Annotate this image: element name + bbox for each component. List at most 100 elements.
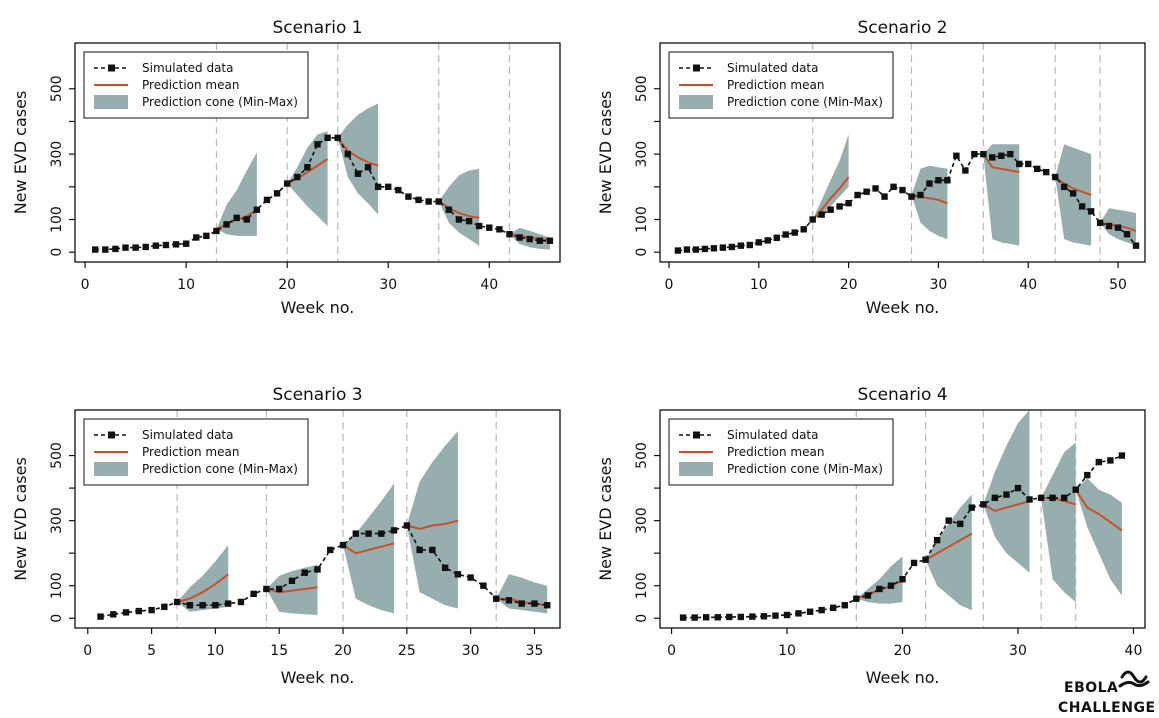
simulated-data-point: [172, 241, 180, 248]
prediction-mean-line: [1074, 489, 1123, 532]
simulated-data-point: [526, 235, 533, 243]
simulated-data-point: [1072, 486, 1079, 493]
simulated-data-point: [327, 546, 334, 554]
simulated-data-point: [728, 243, 736, 251]
simulated-data-point: [505, 597, 513, 604]
prediction-mean-line: [925, 532, 973, 561]
simulated-data-point: [273, 190, 281, 197]
prediction-mean-line: [266, 586, 318, 594]
simulated-data-point: [818, 211, 825, 218]
x-tick-label: 40: [1125, 643, 1143, 659]
simulated-data-point: [152, 242, 160, 249]
simulated-data-point: [876, 585, 883, 593]
legend-data-marker: [108, 64, 115, 72]
legend-cone-label: Prediction cone (Min-Max): [727, 462, 883, 476]
simulated-data-point: [352, 530, 359, 537]
legend: Simulated data Prediction mean Prediction …: [83, 418, 309, 486]
simulated-data-point: [135, 607, 143, 615]
x-tick-label: 5: [147, 643, 156, 659]
scenario-panel: Scenario 1 0 10 20 30 40 0 100 300 500 Week no. New…: [11, 18, 561, 317]
x-tick-label: 25: [398, 643, 416, 659]
simulated-data-point: [1114, 224, 1122, 231]
simulated-data-point: [283, 180, 291, 187]
simulated-data-point: [132, 244, 139, 251]
simulated-data-point: [701, 245, 709, 253]
simulated-data-point: [233, 214, 240, 222]
simulated-data-point: [253, 206, 261, 213]
simulated-data-point: [435, 198, 442, 205]
x-tick-label: 30: [462, 643, 480, 659]
simulated-data-point: [968, 504, 975, 511]
simulated-data-point: [691, 614, 698, 621]
x-tick-label: 10: [778, 643, 796, 659]
x-tick-label: 0: [667, 643, 676, 659]
prediction-cone: [983, 410, 1030, 573]
x-tick-label: 30: [1009, 643, 1027, 659]
simulated-data-point: [314, 566, 321, 573]
y-axis-label: New EVD cases: [596, 457, 615, 581]
simulated-data-point: [764, 237, 771, 244]
legend-cone-swatch: [679, 462, 713, 476]
prediction-cone: [496, 574, 548, 614]
simulated-data-point: [719, 244, 727, 251]
legend-cone-label: Prediction cone (Min-Max): [142, 462, 298, 476]
y-tick-label: 300: [49, 507, 65, 534]
x-tick-label: 20: [840, 277, 858, 293]
simulated-data-point: [836, 203, 843, 210]
plot-area: [674, 43, 1140, 262]
legend-cone-swatch: [679, 95, 713, 109]
simulated-data-point: [531, 600, 538, 607]
simulated-data-point: [506, 231, 513, 238]
panel-title: Scenario 2: [857, 18, 947, 38]
legend-mean-label: Prediction mean: [727, 445, 824, 459]
plot-area: [679, 410, 1126, 628]
simulated-data-point: [864, 592, 872, 599]
simulated-data-point: [475, 222, 483, 230]
prediction-mean-line: [336, 137, 379, 167]
simulated-data-point: [1007, 150, 1014, 158]
x-axis-label: Week no.: [866, 668, 940, 687]
simulated-data-point: [795, 610, 802, 617]
legend-data-marker: [108, 431, 115, 439]
simulated-data-point: [492, 595, 500, 602]
y-axis-label: New EVD cases: [11, 457, 30, 581]
legend-cone-swatch: [94, 462, 128, 476]
legend-mean-label: Prediction mean: [727, 78, 824, 92]
y-tick-label: 0: [634, 614, 650, 623]
panel-title: Scenario 3: [272, 385, 362, 405]
legend-data-label: Simulated data: [142, 428, 233, 442]
simulated-data-line: [677, 153, 1137, 252]
legend-data-label: Simulated data: [142, 61, 233, 75]
simulated-data-point: [782, 231, 789, 238]
simulated-data-point: [957, 520, 964, 528]
logo-line-2: CHALLENGE: [1058, 700, 1156, 716]
simulated-data-point: [933, 536, 941, 544]
y-tick-label: 100: [634, 206, 650, 233]
simulated-data-point: [830, 604, 837, 612]
simulated-data-point: [910, 559, 918, 567]
legend: Simulated data Prediction mean Prediction …: [83, 51, 309, 119]
simulated-data-point: [683, 246, 691, 253]
simulated-data-point: [122, 609, 130, 616]
y-tick-label: 300: [49, 141, 65, 168]
simulated-data-point: [806, 608, 814, 615]
simulated-data-point: [714, 614, 721, 621]
prediction-mean-line: [982, 153, 1020, 174]
x-tick-label: 0: [83, 643, 92, 659]
simulated-data-point: [749, 613, 756, 620]
prediction-mean-line: [342, 542, 395, 555]
simulated-data-point: [773, 234, 780, 242]
simulated-data-point: [1043, 168, 1050, 176]
simulated-data-point: [102, 246, 109, 253]
prediction-mean-line: [1041, 496, 1076, 506]
x-tick-label: 40: [1019, 277, 1037, 293]
simulated-data-point: [301, 569, 308, 576]
x-tick-label: 10: [750, 277, 768, 293]
simulated-data-point: [1049, 494, 1056, 502]
simulated-data-point: [1025, 160, 1032, 168]
x-tick-label: 15: [270, 643, 288, 659]
simulated-data-point: [998, 152, 1005, 159]
simulated-data-point: [186, 602, 194, 609]
simulated-data-point: [516, 234, 523, 241]
